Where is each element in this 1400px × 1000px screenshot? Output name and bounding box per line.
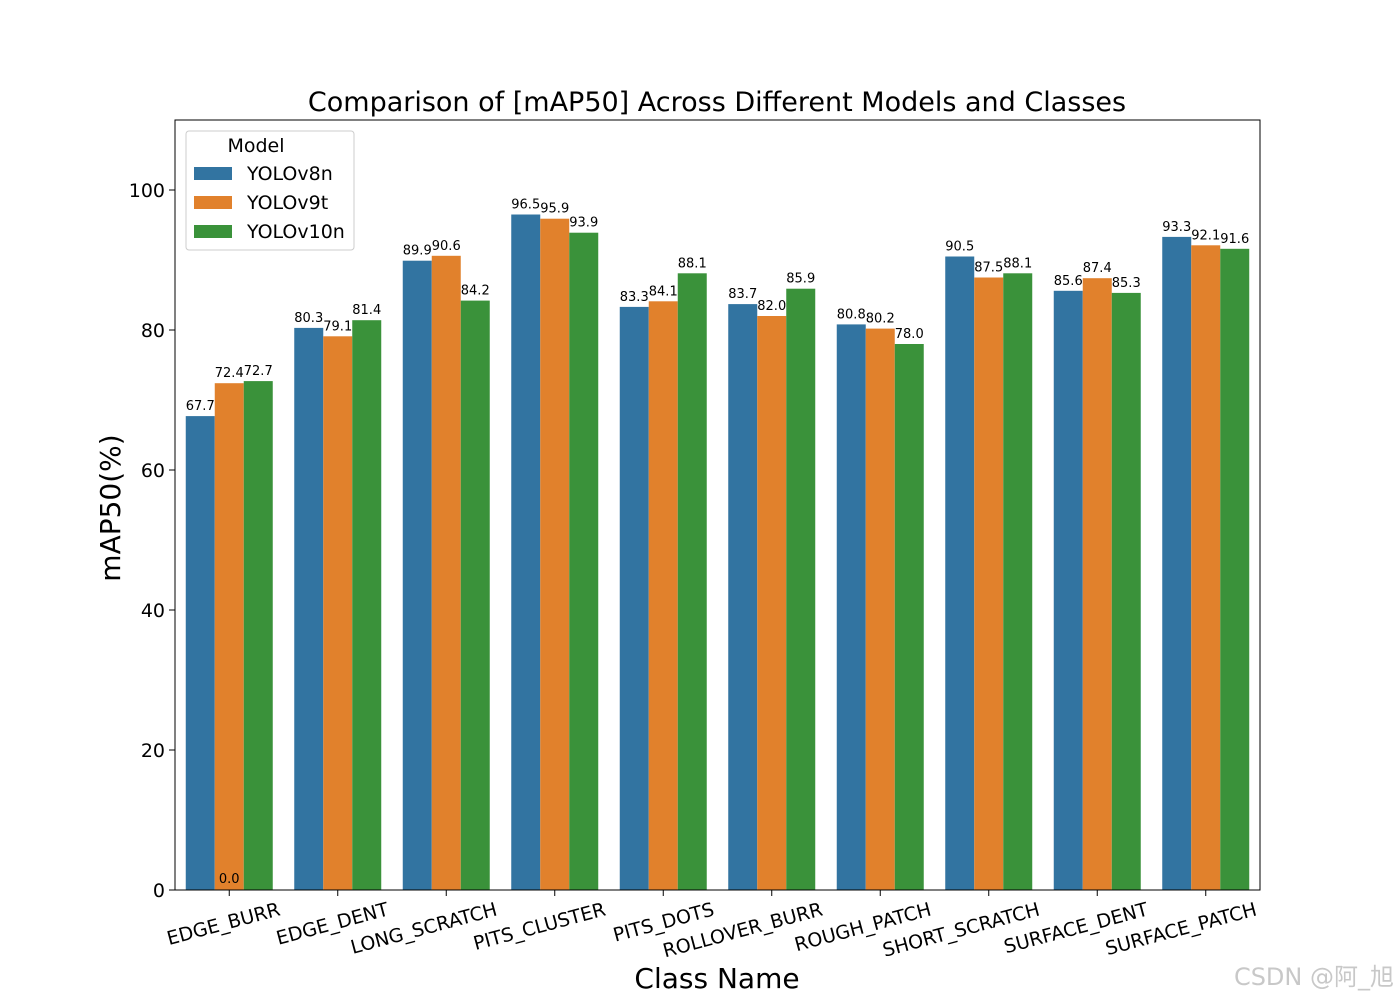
legend-label-YOLOv10n: YOLOv10n (246, 221, 345, 243)
data-label: 84.1 (649, 284, 678, 299)
plot-area: 67.7 80.3 89.9 96.5 83.3 83.7 80.8 90.5 85.6 93.3… (129, 119, 1261, 962)
data-label: 92.1 (1191, 228, 1220, 243)
data-label-zero: 0.0 (219, 872, 240, 887)
bar-YOLOv9t-PITS_DOTS (648, 301, 678, 890)
bar-YOLOv9t-LONG_SCRATCH (431, 255, 461, 891)
bar-YOLOv9t-SHORT_SCRATCH (974, 277, 1004, 890)
data-label: 87.4 (1083, 261, 1112, 276)
bar-YOLOv9t-SURFACE_DENT (1082, 278, 1112, 890)
bar-YOLOv8n-EDGE_DENT (294, 327, 324, 890)
bar-YOLOv8n-SHORT_SCRATCH (945, 256, 975, 890)
bar-YOLOv9t-PITS_CLUSTER (540, 218, 570, 890)
legend-swatch-YOLOv9t (194, 196, 232, 209)
legend-label-YOLOv8n: YOLOv8n (246, 163, 333, 185)
data-label: 85.3 (1112, 276, 1141, 291)
data-label: 67.7 (186, 399, 215, 414)
data-label: 80.3 (294, 311, 323, 326)
data-label: 82.0 (757, 299, 786, 314)
bar-YOLOv8n-SURFACE_PATCH (1162, 236, 1192, 890)
legend-title: Model (227, 135, 284, 157)
plot-frame (174, 119, 1261, 891)
bar-YOLOv8n-SURFACE_DENT (1053, 290, 1083, 890)
data-label: 93.3 (1162, 220, 1191, 235)
y-tick-label: 40 (141, 600, 165, 622)
data-label: 81.4 (352, 303, 381, 318)
data-label: 78.0 (895, 327, 924, 342)
data-label: 96.5 (511, 198, 540, 213)
bar-YOLOv10n-SURFACE_DENT (1111, 292, 1141, 890)
bar-YOLOv10n-ROUGH_PATCH (894, 344, 924, 890)
data-label: 90.5 (945, 240, 974, 255)
data-label: 93.9 (569, 216, 598, 231)
bar-YOLOv10n-PITS_DOTS (677, 273, 707, 890)
y-tick-label: 60 (141, 460, 165, 482)
data-label: 91.6 (1220, 232, 1249, 247)
bar-YOLOv9t-SURFACE_PATCH (1191, 245, 1221, 891)
y-tick-label: 0 (153, 880, 165, 902)
bar-YOLOv10n-EDGE_BURR (243, 381, 273, 890)
y-tick-label: 80 (141, 320, 165, 342)
bar-YOLOv10n-EDGE_DENT (352, 320, 382, 890)
legend-box (185, 130, 355, 251)
x-axis-label: Class Name (634, 962, 799, 995)
bar-YOLOv10n-PITS_CLUSTER (569, 232, 599, 890)
bar-YOLOv9t-ROUGH_PATCH (865, 328, 895, 891)
watermark: CSDN @阿_旭 (1233, 963, 1394, 991)
chart-title: Comparison of [mAP50] Across Different M… (308, 87, 1126, 118)
data-label: 87.5 (974, 261, 1003, 276)
data-label: 83.7 (728, 287, 757, 302)
bar-YOLOv10n-SURFACE_PATCH (1220, 248, 1250, 891)
bar-YOLOv10n-SHORT_SCRATCH (1003, 273, 1033, 890)
data-label: 88.1 (678, 256, 707, 271)
data-label: 85.6 (1054, 274, 1083, 289)
data-label: 72.7 (244, 364, 273, 379)
bar-YOLOv8n-ROLLOVER_BURR (728, 304, 758, 891)
data-label: 95.9 (540, 202, 569, 217)
bar-YOLOv9t-EDGE_BURR (214, 383, 244, 890)
y-tick-label: 100 (129, 180, 165, 202)
data-label: 84.2 (461, 284, 490, 299)
bar-YOLOv9t-EDGE_DENT (323, 336, 353, 890)
bar-YOLOv8n-LONG_SCRATCH (402, 260, 432, 890)
legend-label-YOLOv9t: YOLOv9t (246, 192, 328, 214)
bar-YOLOv8n-EDGE_BURR (185, 416, 215, 890)
x-tick-label: EDGE_BURR (165, 899, 283, 950)
data-label: 80.2 (866, 312, 895, 327)
bar-YOLOv9t-ROLLOVER_BURR (757, 316, 787, 890)
data-label: 72.4 (215, 366, 244, 381)
data-label: 89.9 (403, 244, 432, 259)
data-label: 79.1 (323, 319, 352, 334)
legend-swatch-YOLOv10n (194, 225, 232, 238)
bar-YOLOv8n-ROUGH_PATCH (836, 324, 866, 890)
bar-YOLOv8n-PITS_CLUSTER (511, 214, 541, 890)
data-label: 85.9 (786, 272, 815, 287)
data-label: 90.6 (432, 239, 461, 254)
y-axis-label: mAP50(%) (94, 434, 127, 581)
y-tick-label: 20 (141, 740, 165, 762)
data-label: 80.8 (837, 307, 866, 322)
bar-YOLOv10n-LONG_SCRATCH (460, 300, 490, 891)
bar-YOLOv8n-PITS_DOTS (619, 306, 649, 890)
legend-swatch-YOLOv8n (194, 167, 232, 180)
bar-YOLOv10n-ROLLOVER_BURR (786, 288, 816, 890)
data-label: 83.3 (620, 290, 649, 305)
data-label: 88.1 (1003, 256, 1032, 271)
